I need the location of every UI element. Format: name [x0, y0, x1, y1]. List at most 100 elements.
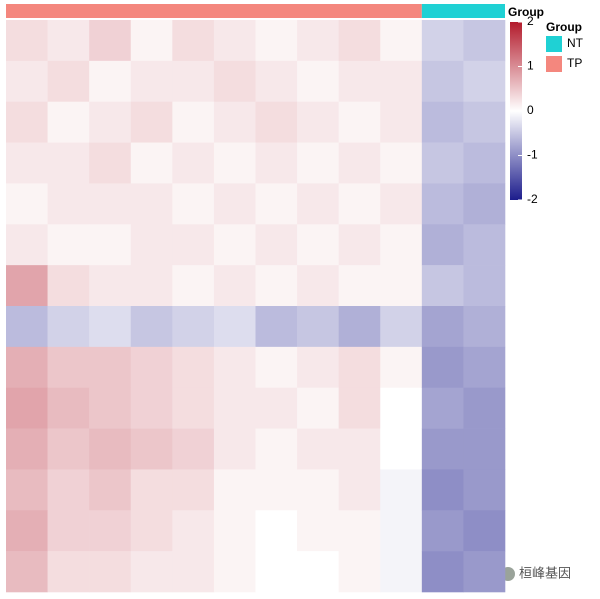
heatmap-cell: [6, 60, 48, 103]
legend-swatch: [546, 36, 562, 52]
heatmap-cell: [6, 306, 48, 348]
heatmap-cell: [421, 469, 464, 511]
heatmap-cell: [380, 306, 423, 348]
heatmap-cell: [172, 20, 215, 62]
group-annotation: [6, 4, 422, 18]
heatmap-cell: [6, 551, 48, 593]
heatmap-cell: [6, 469, 48, 511]
heatmap-cell: [421, 346, 464, 389]
heatmap-cell: [47, 224, 90, 266]
heatmap-cell: [421, 101, 464, 143]
heatmap-cell: [130, 510, 173, 552]
heatmap-cell: [380, 469, 423, 511]
heatmap-cell: [213, 183, 256, 225]
colorbar-tick-label: 1: [527, 59, 534, 73]
heatmap-cell: [172, 101, 215, 143]
heatmap-cell: [130, 20, 173, 62]
heatmap-cell: [463, 551, 506, 593]
heatmap-cell: [297, 183, 339, 225]
legend-title: Group: [546, 20, 582, 34]
heatmap-cell: [463, 224, 506, 266]
heatmap-cell: [297, 265, 339, 307]
heatmap-cell: [255, 428, 298, 470]
heatmap-cell: [463, 306, 506, 348]
heatmap-cell: [255, 183, 298, 225]
heatmap-cell: [338, 101, 381, 143]
heatmap-cell: [338, 142, 381, 184]
heatmap-cell: [213, 346, 256, 389]
heatmap-cell: [172, 469, 215, 511]
colorbar-tick-label: -1: [527, 148, 538, 162]
heatmap-cell: [172, 60, 215, 103]
heatmap-cell: [89, 101, 132, 143]
heatmap-cell: [380, 387, 423, 429]
heatmap-cell: [255, 101, 298, 143]
heatmap-cell: [297, 428, 339, 470]
heatmap-cell: [338, 551, 381, 593]
heatmap-cell: [130, 469, 173, 511]
heatmap-cell: [297, 101, 339, 143]
heatmap-cell: [130, 183, 173, 225]
heatmap-cell: [338, 306, 381, 348]
heatmap-cell: [89, 551, 132, 593]
heatmap-cell: [47, 387, 90, 429]
watermark: 桓峰基因: [519, 565, 571, 580]
heatmap-cell: [89, 142, 132, 184]
heatmap-cell: [338, 387, 381, 429]
heatmap-cell: [172, 551, 215, 593]
heatmap-cell: [213, 510, 256, 552]
heatmap-cell: [47, 510, 90, 552]
heatmap-cell: [47, 551, 90, 593]
heatmap-cell: [421, 265, 464, 307]
heatmap-cell: [297, 387, 339, 429]
heatmap-cell: [130, 60, 173, 103]
heatmap-cell: [47, 142, 90, 184]
heatmap-cell: [130, 224, 173, 266]
heatmap-cell: [421, 224, 464, 266]
heatmap-cell: [130, 101, 173, 143]
heatmap-cell: [297, 20, 339, 62]
heatmap-cell: [338, 183, 381, 225]
heatmap-cell: [213, 387, 256, 429]
heatmap-cell: [255, 142, 298, 184]
colorbar-tick-label: -2: [527, 192, 538, 206]
heatmap-cell: [130, 387, 173, 429]
heatmap-cell: [89, 183, 132, 225]
heatmap-cell: [297, 306, 339, 348]
heatmap-cell: [297, 346, 339, 389]
heatmap-cell: [6, 20, 48, 62]
heatmap-cell: [47, 20, 90, 62]
heatmap-cell: [89, 387, 132, 429]
heatmap-cell: [255, 387, 298, 429]
heatmap-cell: [421, 387, 464, 429]
heatmap-cell: [297, 60, 339, 103]
annotation-label: Group: [508, 5, 544, 19]
heatmap-cell: [172, 224, 215, 266]
heatmap-cell: [172, 346, 215, 389]
heatmap-cell: [338, 20, 381, 62]
heatmap-cell: [213, 428, 256, 470]
heatmap-cell: [213, 551, 256, 593]
heatmap-cell: [47, 469, 90, 511]
colorbar-tick-label: 0: [527, 103, 534, 117]
heatmap-cell: [6, 101, 48, 143]
heatmap-cell: [463, 469, 506, 511]
heatmap-cell: [213, 265, 256, 307]
heatmap-cell: [421, 306, 464, 348]
heatmap-cell: [47, 346, 90, 389]
heatmap-cell: [380, 346, 423, 389]
heatmap-cell: [172, 428, 215, 470]
heatmap-cell: [421, 551, 464, 593]
heatmap-cell: [213, 224, 256, 266]
heatmap-cell: [213, 20, 256, 62]
heatmap-cell: [213, 142, 256, 184]
heatmap-cell: [47, 101, 90, 143]
heatmap-cell: [172, 183, 215, 225]
heatmap-cell: [255, 510, 298, 552]
group-annotation: [421, 4, 505, 18]
legend-label: TP: [567, 56, 582, 70]
heatmap-cell: [255, 469, 298, 511]
heatmap-cell: [6, 428, 48, 470]
heatmap-cell: [421, 510, 464, 552]
